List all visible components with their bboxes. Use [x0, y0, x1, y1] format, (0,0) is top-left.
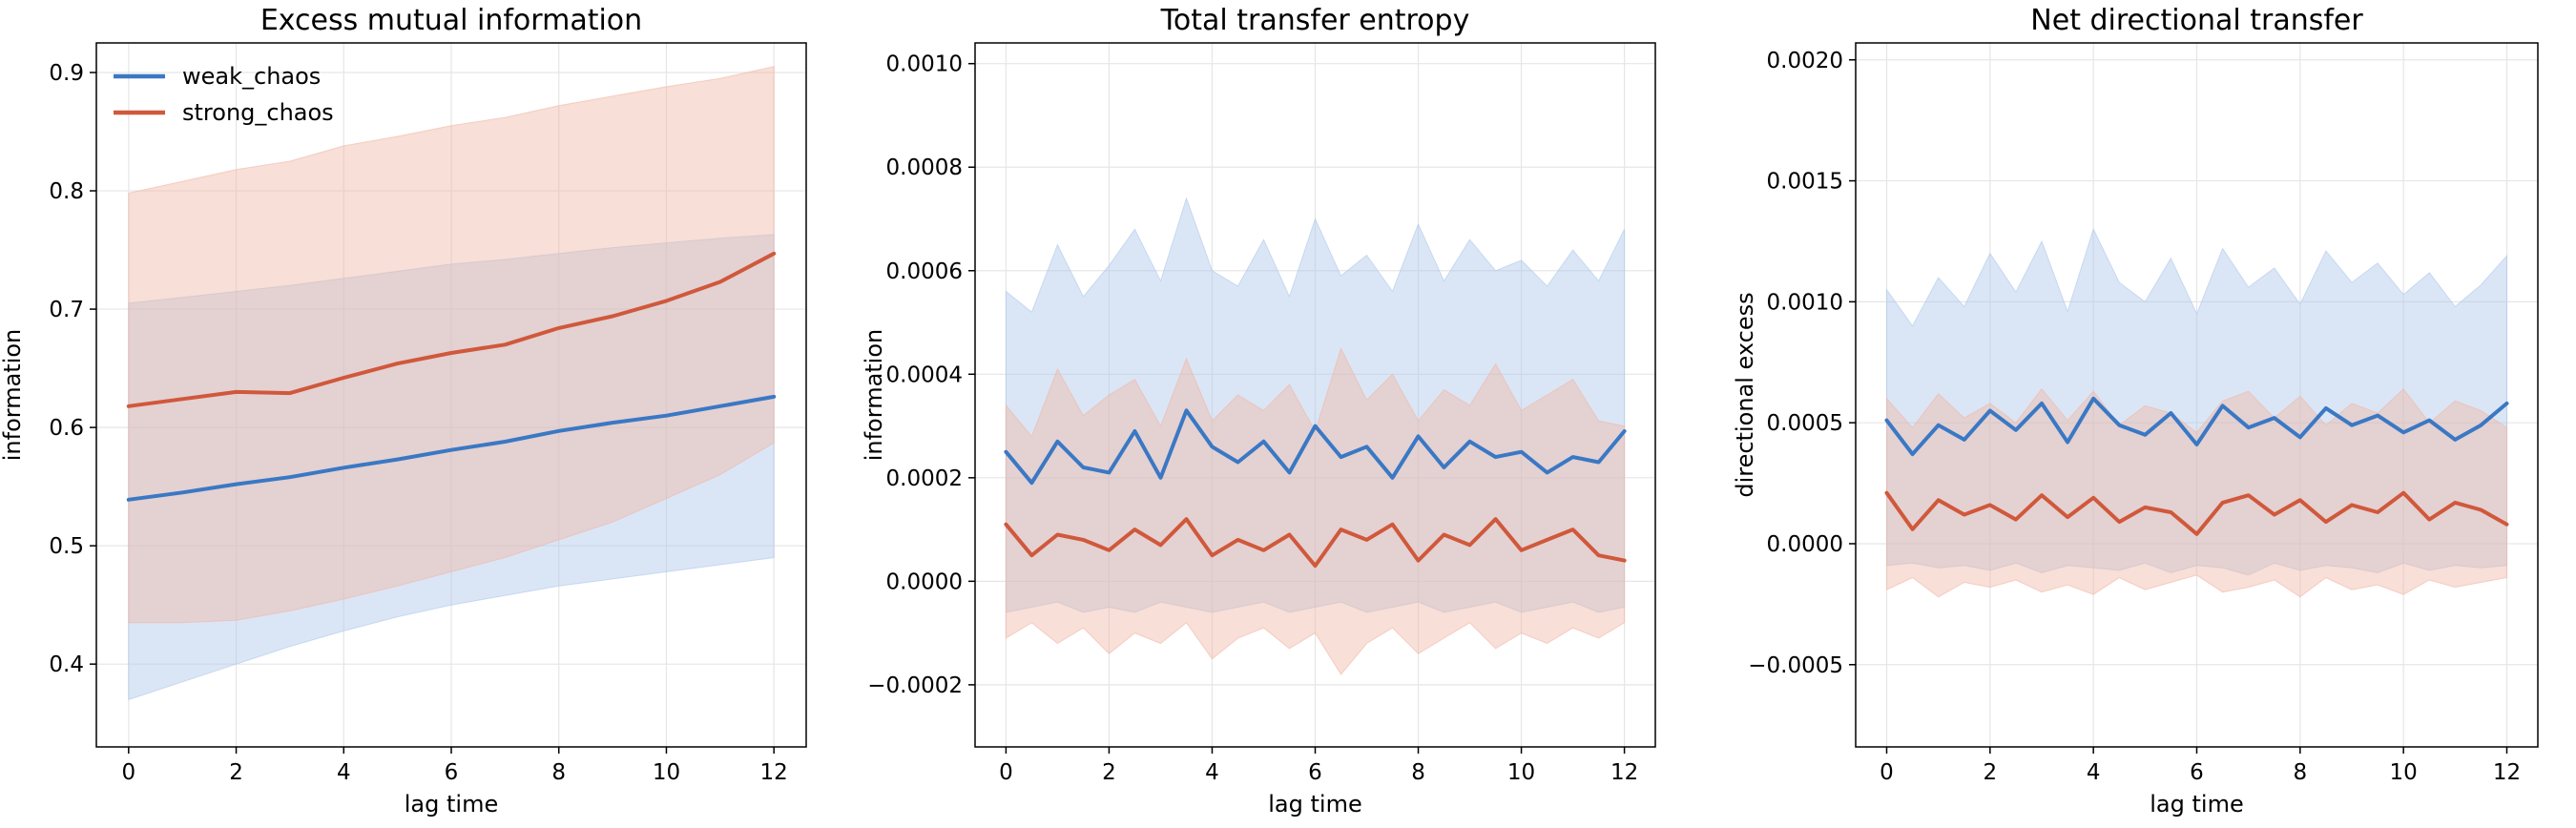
y-tick-label: 0.0010 — [1767, 290, 1843, 315]
x-axis-label: lag time — [405, 791, 498, 818]
y-tick-label: 0.5 — [49, 534, 84, 559]
y-tick-label: 0.0000 — [1767, 532, 1843, 557]
y-tick-label: 0.8 — [49, 179, 84, 204]
y-tick-label: 0.0006 — [886, 259, 963, 284]
y-tick-label: 0.0015 — [1767, 170, 1843, 195]
x-tick-label: 6 — [2190, 760, 2204, 785]
chart-panel-3: 0 2 4 6 8 10 12 −0.0005 0.0000 0.0005 0.0010 0.0015… — [1732, 4, 2538, 818]
x-tick-label: 4 — [2087, 760, 2101, 785]
x-axis-label: lag time — [2150, 791, 2243, 818]
y-tick-label: 0.7 — [49, 298, 84, 322]
y-tick-label: −0.0005 — [1748, 653, 1843, 678]
x-tick-label: 6 — [445, 760, 459, 785]
x-tick-label: 12 — [2493, 760, 2521, 785]
x-tick-label: 10 — [1507, 760, 1535, 785]
y-tick-label: 0.0004 — [886, 362, 963, 387]
x-tick-label: 0 — [999, 760, 1013, 785]
chart-title: Net directional transfer — [2030, 4, 2363, 37]
x-tick-label: 8 — [2294, 760, 2308, 785]
legend-label-weak_chaos: weak_chaos — [182, 63, 321, 90]
chart-title: Excess mutual information — [260, 4, 642, 37]
y-tick-label: 0.0000 — [886, 569, 963, 594]
chart-panel-1: 0 2 4 6 8 10 12 0.4 0.5 0.6 0.7 0.8 0.9 Excess mutual… — [0, 4, 806, 818]
legend-label-strong_chaos: strong_chaos — [182, 99, 334, 126]
x-tick-label: 2 — [229, 760, 243, 785]
y-tick-label: 0.0008 — [886, 155, 963, 180]
x-tick-label: 8 — [551, 760, 566, 785]
x-tick-label: 10 — [653, 760, 680, 785]
x-tick-label: 0 — [121, 760, 135, 785]
y-axis-label: information — [0, 329, 26, 462]
x-tick-label: 2 — [1102, 760, 1116, 785]
x-tick-label: 2 — [1984, 760, 1998, 785]
x-tick-label: 4 — [1205, 760, 1219, 785]
y-tick-label: 0.0020 — [1767, 49, 1843, 73]
y-tick-label: 0.6 — [49, 416, 84, 441]
x-tick-label: 12 — [760, 760, 788, 785]
chart-title: Total transfer entropy — [1160, 4, 1470, 37]
y-axis-label: information — [861, 329, 887, 462]
y-tick-label: −0.0002 — [867, 673, 963, 698]
x-tick-label: 12 — [1610, 760, 1638, 785]
y-tick-label: 0.4 — [49, 652, 84, 677]
chart-panel-2: 0 2 4 6 8 10 12 −0.0002 0.0000 0.0002 0.0004 0.0006… — [861, 4, 1655, 818]
x-tick-label: 6 — [1308, 760, 1322, 785]
y-tick-label: 0.0005 — [1767, 411, 1843, 436]
x-tick-label: 8 — [1411, 760, 1425, 785]
y-tick-label: 0.0010 — [886, 52, 963, 77]
y-axis-label: directional excess — [1732, 292, 1758, 497]
x-tick-label: 4 — [337, 760, 351, 785]
x-tick-label: 10 — [2390, 760, 2418, 785]
y-tick-label: 0.0002 — [886, 466, 963, 491]
x-axis-label: lag time — [1268, 791, 1361, 818]
y-tick-label: 0.9 — [49, 61, 84, 86]
x-tick-label: 0 — [1880, 760, 1894, 785]
